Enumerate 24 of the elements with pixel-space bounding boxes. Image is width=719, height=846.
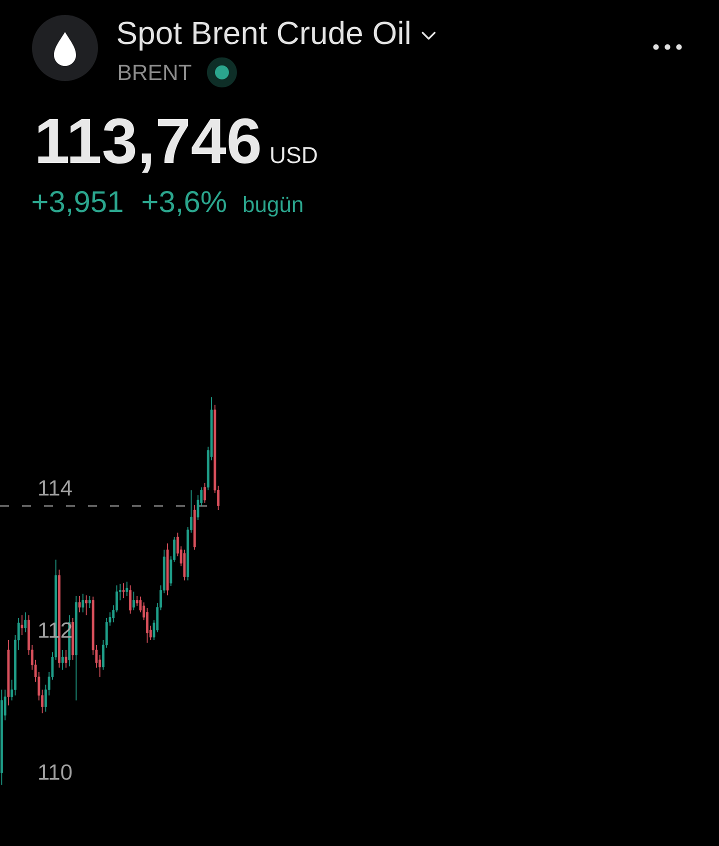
candlestick [61,649,64,670]
annotation: +3,6% [142,191,226,216]
candlestick [20,614,24,636]
candlestick [129,584,132,614]
candlestick [183,549,186,581]
text: Spot Brent Crude Oil [118,20,410,51]
y-tick-label: 114 [39,480,72,496]
y-tick-label: 110 [39,764,72,780]
candlestick [132,591,135,611]
candlestick [78,596,81,613]
candlestick [136,596,138,606]
candlestick [64,649,68,668]
annotation: +3,951 [32,191,122,216]
candlestick [126,581,128,596]
text: USD [271,146,317,164]
candlestick [82,593,84,613]
candlestick [88,596,91,608]
text: BRENT [119,64,192,80]
candlestick [122,582,125,599]
candlestick [24,612,27,633]
text: bugün [244,196,302,217]
candlestick [85,594,88,616]
candlestick [204,482,206,504]
annotation: 113,746 [38,118,260,173]
